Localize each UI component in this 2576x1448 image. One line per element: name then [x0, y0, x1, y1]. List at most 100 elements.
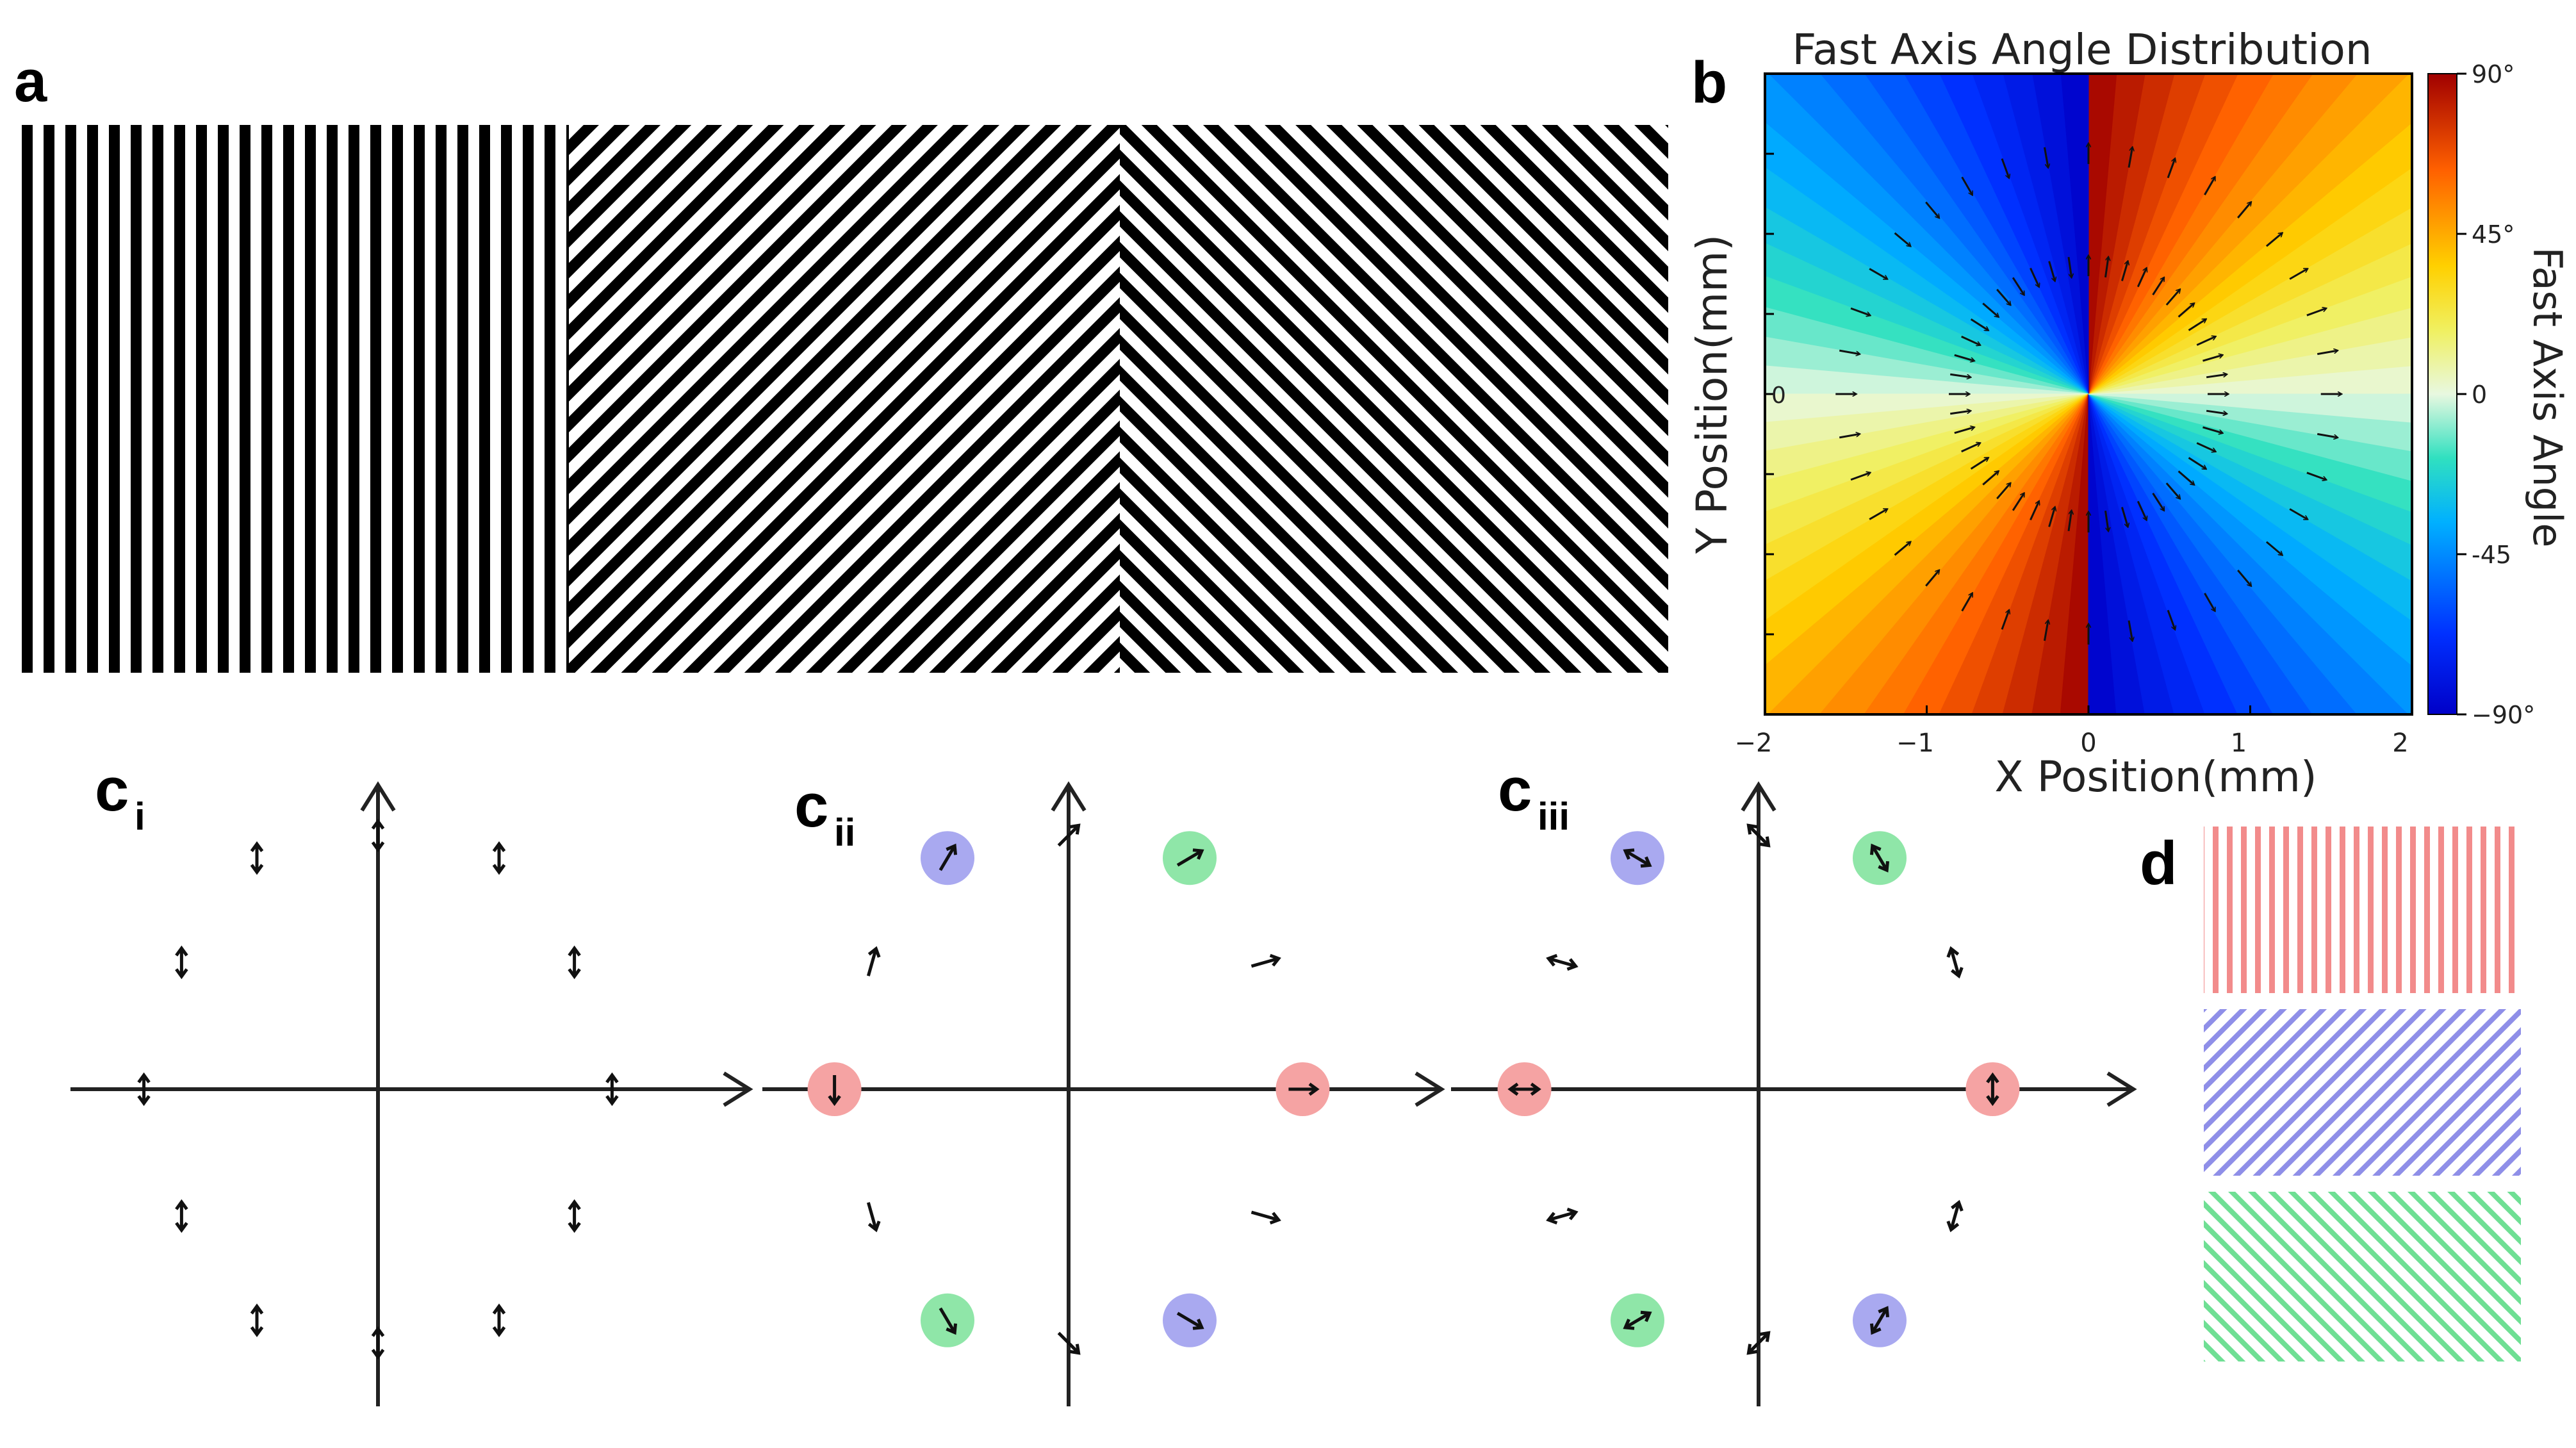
- plot-ticks: −2 −1 0 1 2 0: [1735, 72, 2413, 758]
- fast-axis-arrow: [2067, 256, 2072, 277]
- fast-axis-arrow: [1961, 176, 1973, 195]
- colorbar-tick-label: 45°: [2472, 220, 2514, 249]
- fast-axis-arrow: [2204, 593, 2215, 611]
- panel-c-ii-label: c ii: [794, 771, 855, 854]
- fast-axis-arrow: [2196, 442, 2215, 451]
- fast-axis-arrow: [2178, 470, 2194, 484]
- colorbar-label: Fast Axis Angle: [2524, 247, 2571, 547]
- polarization-arrow: [1624, 849, 1651, 867]
- panel-b-label: b: [1691, 50, 1727, 115]
- polarization-arrow: [1871, 1307, 1889, 1334]
- fast-axis-arrow: [1954, 427, 1974, 434]
- fast-axis-arrow: [2196, 336, 2215, 346]
- colorbar: [2427, 73, 2457, 715]
- polarization-arrow: [866, 1202, 878, 1230]
- fast-axis-arrow: [1869, 268, 1887, 279]
- fast-axis-arrow: [2265, 233, 2283, 247]
- x-axis-arrowhead: [2106, 1071, 2137, 1107]
- fast-axis-arrow: [1925, 570, 1939, 587]
- polarization-arrow: [1251, 1210, 1279, 1222]
- fast-axis-arrow: [2317, 432, 2338, 438]
- fast-axis-arrow: [2121, 507, 2128, 527]
- fast-axis-arrow: [1894, 542, 1911, 556]
- fast-axis-arrow: [1961, 593, 1973, 612]
- grating-diagonal-left: [1120, 125, 1668, 673]
- fast-axis-arrow: [2048, 507, 2055, 527]
- fast-axis-arrow: [2306, 308, 2326, 317]
- fast-axis-arrow: [1961, 335, 1980, 345]
- fast-axis-arrow: [2237, 570, 2251, 586]
- svg-text:ii: ii: [834, 811, 855, 854]
- svg-text:c: c: [1498, 755, 1532, 824]
- fast-axis-arrow: [1925, 201, 1939, 218]
- svg-text:iii: iii: [1538, 795, 1570, 838]
- grating-vertical: [21, 125, 569, 673]
- svg-text:c: c: [95, 755, 129, 824]
- fast-axis-arrow: [2067, 511, 2072, 532]
- fast-axis-arrow: [2188, 319, 2206, 331]
- colorbar-tick-label: 90°: [2472, 60, 2514, 88]
- polarization-arrow: [939, 1307, 956, 1334]
- polarization-arrow: [1057, 824, 1080, 847]
- fast-axis-arrow: [2265, 541, 2283, 555]
- polarization-arrow: [1747, 824, 1770, 847]
- y-axis-arrowhead: [360, 781, 396, 812]
- legend-red-vertical: [2204, 827, 2521, 993]
- fast-axis-arrow: [1954, 354, 1974, 361]
- fast-axis-arrow: [1961, 443, 1980, 453]
- y-axis-arrowhead: [1051, 781, 1087, 812]
- fast-axis-arrow: [2128, 147, 2133, 168]
- colorbar-tick-label: 0: [2472, 381, 2487, 409]
- fast-axis-arrow: [2104, 510, 2108, 531]
- panel-c-iii-label: c iii: [1498, 755, 1570, 838]
- x-axis-arrowhead: [1415, 1071, 1445, 1107]
- legend-green-diagonal: [2204, 1192, 2521, 1362]
- fast-axis-arrow: [2204, 177, 2215, 195]
- x-tick-label: −2: [1735, 728, 1773, 758]
- y-axis-label: Y Position(mm): [1687, 234, 1737, 554]
- fast-axis-arrow: [1996, 483, 2010, 500]
- x-tick-label: 1: [2231, 728, 2247, 758]
- polarization-arrow: [1949, 1202, 1961, 1230]
- grating-diagonal-right: [569, 125, 1120, 673]
- fast-axis-arrow: [2317, 350, 2338, 356]
- polarization-diagram-2: [762, 781, 1445, 1406]
- fast-axis-arrow: [2012, 277, 2024, 295]
- fast-axis-arrow: [2048, 261, 2055, 281]
- fast-axis-arrow: [1839, 434, 1860, 439]
- polarization-arrow: [1251, 957, 1279, 968]
- fast-axis-arrow: [2030, 501, 2039, 521]
- fast-axis-arrow: [2289, 508, 2308, 520]
- fast-axis-arrow: [2001, 610, 2009, 630]
- polarization-arrow: [939, 844, 956, 871]
- fast-axis-arrow: [1850, 473, 1870, 481]
- fast-axis-arrow: [2043, 147, 2048, 168]
- chart-title: Fast Axis Angle Distribution: [1792, 25, 2372, 74]
- legend-blue-diagonal: [2204, 1009, 2521, 1176]
- fast-axis-arrow: [2012, 493, 2024, 511]
- fast-axis-arrow: [2165, 482, 2180, 498]
- fast-axis-arrow: [2001, 158, 2009, 178]
- x-tick-label: −1: [1896, 728, 1934, 758]
- colorbar-tick-label: −90°: [2472, 701, 2535, 729]
- fast-axis-arrow: [1869, 509, 1887, 520]
- panel-a-label: a: [14, 49, 47, 114]
- fast-axis-arrow: [2030, 267, 2039, 287]
- fast-axis-arrow: [1950, 373, 1971, 377]
- polarization-diagram-1: [70, 781, 753, 1406]
- x-tick-label: 0: [2080, 728, 2096, 758]
- x-axis-label: X Position(mm): [1994, 752, 2317, 802]
- polarization-diagrams: [70, 781, 2137, 1406]
- panel-c-i-label: c i: [95, 755, 145, 838]
- fast-axis-arrow: [2128, 620, 2133, 641]
- fast-axis-arrow: [1982, 302, 1998, 317]
- polarization-arrow: [1624, 1312, 1651, 1329]
- fast-axis-arrows: [1835, 144, 2342, 645]
- polarization-arrow: [1176, 849, 1203, 867]
- x-axis-arrowhead: [723, 1071, 753, 1107]
- fast-axis-arrow: [2121, 261, 2128, 281]
- panel-d-label: d: [2140, 829, 2178, 898]
- fast-axis-arrow: [2203, 355, 2222, 362]
- fast-axis-arrow: [2289, 269, 2308, 280]
- fast-axis-arrow: [2237, 202, 2251, 218]
